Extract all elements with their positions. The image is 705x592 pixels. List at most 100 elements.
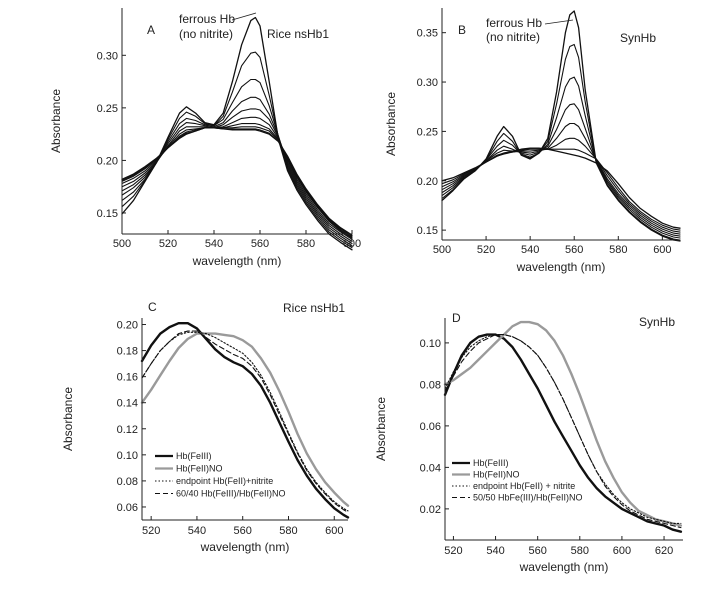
x-tick-label: 540 [205, 238, 223, 250]
series-line-2 [441, 43, 681, 241]
y-tick-label: 0.12 [117, 424, 138, 436]
x-tick-label: 580 [609, 244, 627, 256]
panel-title: Rice nsHb1 [283, 301, 345, 315]
series-line-1 [121, 16, 353, 251]
y-tick-label: 0.10 [420, 338, 441, 350]
panel-title: SynHb [639, 315, 675, 329]
x-tick-label: 620 [655, 545, 673, 557]
x-tick-label: 560 [528, 545, 546, 557]
y-tick-label: 0.10 [117, 450, 138, 462]
legend-label: Hb(FeII)NO [176, 464, 223, 474]
y-tick-label: 0.15 [97, 208, 118, 220]
x-tick-label: 520 [477, 244, 495, 256]
legend-label: 50/50 HbFe(III)/Hb(FeII)NO [473, 493, 583, 503]
x-tick-label: 580 [571, 545, 589, 557]
annotation-pointer [544, 19, 574, 25]
y-axis-title: Absorbance [384, 92, 398, 156]
y-tick-label: 0.20 [417, 176, 438, 188]
y-tick-label: 0.02 [420, 504, 441, 516]
series-line-4 [441, 103, 681, 237]
panel-letter: A [147, 23, 155, 37]
panel-b: 500 520 540 560 580 600 0.15 0.20 0.25 0.30 0.35 wa… [384, 8, 681, 274]
y-tick-label: 0.35 [417, 28, 438, 40]
y-tick-label: 0.20 [97, 155, 118, 167]
series-line-1 [441, 10, 681, 242]
x-tick-label: 520 [444, 545, 462, 557]
x-tick-label: 540 [521, 244, 539, 256]
x-tick-label: 560 [565, 244, 583, 256]
y-tick-label: 0.06 [117, 502, 138, 514]
x-tick-label: 540 [188, 525, 206, 537]
annotation-line-1: ferrous Hb [486, 16, 542, 30]
panel-a: 500 520 540 560 580 600 0.15 0.20 0.25 0.30 wavele… [49, 8, 361, 268]
x-tick-label: 560 [234, 525, 252, 537]
y-tick-label: 0.18 [117, 346, 138, 358]
y-tick-label: 0.16 [117, 372, 138, 384]
panel-title: Rice nsHb1 [267, 27, 329, 41]
y-tick-label: 0.08 [420, 379, 441, 391]
y-tick-label: 0.30 [97, 50, 118, 62]
series-line-4 [444, 334, 682, 529]
x-axis-title: wavelength (nm) [519, 560, 609, 574]
panel-letter: B [458, 23, 466, 37]
x-axis-title: wavelength (nm) [192, 254, 282, 268]
panel-letter: C [148, 300, 157, 314]
x-axis-title: wavelength (nm) [516, 260, 606, 274]
x-axis-title: wavelength (nm) [200, 540, 290, 554]
series-line-4 [141, 330, 349, 513]
series-line-4 [121, 96, 353, 245]
panel-c: 520 540 560 580 600 0.06 0.08 0.10 0.12 0.14 0.16 0… [61, 300, 350, 554]
series-line-1 [140, 322, 350, 519]
legend-label: 60/40 Hb(FeIII)/Hb(FeII)NO [176, 489, 286, 499]
series-line-2 [443, 320, 683, 527]
y-tick-label: 0.25 [417, 126, 438, 138]
annotation-line-1: ferrous Hb [179, 12, 235, 26]
panel-d: 520 540 560 580 600 620 0.02 0.04 0.06 0.08 0.10 wa… [374, 311, 683, 574]
y-axis-title: Absorbance [61, 387, 75, 451]
series-line-8 [441, 147, 681, 229]
x-tick-label: 600 [325, 525, 343, 537]
y-tick-label: 0.06 [420, 421, 441, 433]
legend-label: Hb(FeII)NO [473, 470, 520, 480]
y-axis-title: Absorbance [374, 397, 388, 461]
series-line-3 [121, 78, 353, 247]
annotation-pointer [231, 12, 257, 21]
y-axis-title: Absorbance [49, 89, 63, 153]
y-tick-label: 0.30 [417, 77, 438, 89]
series-line-5 [121, 108, 353, 242]
legend-label: Hb(FeIII) [473, 458, 509, 468]
x-tick-label: 500 [433, 244, 451, 256]
x-tick-label: 540 [486, 545, 504, 557]
x-tick-label: 600 [613, 545, 631, 557]
panel-letter: D [452, 311, 461, 325]
series-line-1 [443, 333, 683, 533]
x-tick-label: 580 [297, 238, 315, 250]
y-tick-label: 0.25 [97, 103, 118, 115]
x-tick-label: 520 [159, 238, 177, 250]
series-line-10 [121, 127, 353, 236]
legend-label: endpoint Hb(FeII)+nitrite [176, 476, 273, 486]
y-tick-label: 0.04 [420, 462, 441, 474]
series-line-6 [121, 116, 353, 240]
x-tick-label: 560 [251, 238, 269, 250]
x-tick-label: 580 [279, 525, 297, 537]
legend-label: endpoint Hb(FeII) + nitrite [473, 481, 575, 491]
y-tick-label: 0.08 [117, 476, 138, 488]
x-tick-label: 600 [343, 238, 361, 250]
series-line-2 [140, 332, 350, 507]
annotation-line-2: (no nitrite) [179, 27, 233, 41]
x-tick-label: 520 [142, 525, 160, 537]
legend-label: Hb(FeIII) [176, 451, 212, 461]
x-tick-label: 600 [653, 244, 671, 256]
annotation-line-2: (no nitrite) [486, 30, 540, 44]
y-tick-label: 0.14 [117, 398, 138, 410]
series-line-5 [441, 122, 681, 235]
y-tick-label: 0.20 [117, 320, 138, 332]
y-tick-label: 0.15 [417, 225, 438, 237]
series-line-3 [141, 331, 349, 512]
series-line-3 [441, 76, 681, 239]
series-line-2 [121, 51, 353, 249]
x-tick-label: 500 [113, 238, 131, 250]
panel-title: SynHb [620, 31, 656, 45]
